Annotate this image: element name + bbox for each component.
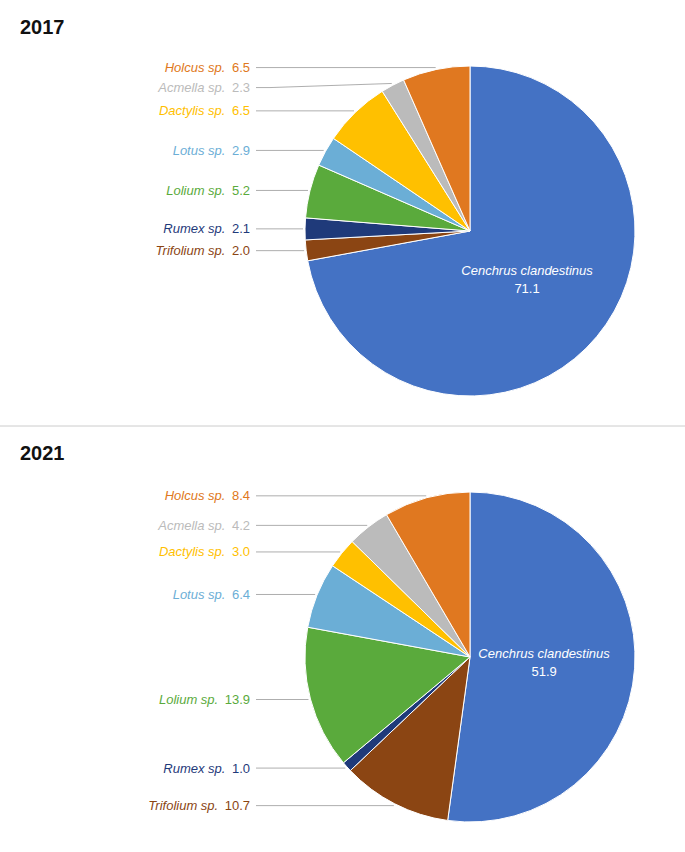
slice-label: Dactylis sp. (159, 544, 225, 559)
slice-label: Lotus sp. (173, 143, 226, 158)
slice-label-group: Lolium sp. 5.2 (166, 183, 250, 198)
data-label: 6.5 (232, 60, 250, 75)
slice-label: Cenchrus clandestinus (478, 646, 610, 661)
data-label: 3.0 (232, 544, 250, 559)
leader-line (256, 768, 345, 769)
data-label: 2.1 (232, 221, 250, 236)
data-label: 6.5 (232, 103, 250, 118)
leader-line (256, 228, 303, 229)
slice-label-group: Holcus sp. 6.5 (165, 60, 250, 75)
slice-label-group: Trifolium sp. 2.0 (156, 243, 250, 258)
slice-label: Rumex sp. (163, 221, 225, 236)
slice-label-group: Dactylis sp. 3.0 (159, 544, 250, 559)
leader-line (256, 594, 315, 595)
pie (305, 492, 635, 822)
labels: Cenchrus clandestinus 71.1 Holcus sp. 6.5 Ac… (156, 60, 594, 295)
slice-label: Cenchrus clandestinus (461, 263, 593, 278)
slice-label-group: Lolium sp. 13.9 (159, 692, 250, 707)
divider (0, 426, 685, 427)
title: 2021 (20, 442, 65, 464)
figure: 2017 Cenchrus clandestinus 71.1 Holcus sp. 6… (0, 0, 685, 852)
leader-line (256, 83, 392, 87)
slice-label: Lolium sp. (166, 183, 225, 198)
slice-label: Acmella sp. (157, 80, 225, 95)
slice-label-group: Trifolium sp. 10.7 (148, 798, 250, 813)
leader-line (256, 250, 304, 251)
slice-label: Rumex sp. (163, 761, 225, 776)
chart-panel: 2021 Cenchrus clandestinus 51.9 Holcus sp. 8… (0, 426, 685, 822)
data-label: 5.2 (232, 183, 250, 198)
slice-label-group: Dactylis sp. 6.5 (159, 103, 250, 118)
pie (305, 66, 635, 396)
leader-line (256, 525, 367, 526)
pie-slice (404, 66, 470, 231)
leader-line (256, 190, 308, 191)
data-label: 2.3 (232, 80, 250, 95)
data-label: 1.0 (232, 761, 250, 776)
leader-line (256, 699, 308, 700)
slice-label: Lolium sp. (159, 692, 218, 707)
title: 2017 (20, 16, 65, 38)
leader-line (256, 551, 340, 552)
pie-slice (387, 492, 470, 657)
slice-label-group: Lotus sp. 2.9 (173, 143, 250, 158)
leader-line (256, 805, 394, 806)
slice-label: Trifolium sp. (148, 798, 218, 813)
data-label: 4.2 (232, 518, 250, 533)
pie-slice (448, 492, 635, 822)
data-label: 51.9 (531, 664, 556, 679)
leader-line (256, 495, 426, 496)
chart-panel: 2017 Cenchrus clandestinus 71.1 Holcus sp. 6… (20, 16, 635, 396)
slice-label: Acmella sp. (157, 518, 225, 533)
data-label: 2.0 (232, 243, 250, 258)
data-label: 6.4 (232, 587, 250, 602)
leader-line (256, 150, 324, 151)
slice-label: Holcus sp. (165, 60, 226, 75)
slice-label-group: Rumex sp. 1.0 (163, 761, 250, 776)
data-label: 10.7 (225, 798, 250, 813)
slice-label-group: Acmella sp. 4.2 (157, 518, 250, 533)
slice-label-group: Rumex sp. 2.1 (163, 221, 250, 236)
slice-label: Dactylis sp. (159, 103, 225, 118)
slice-label: Trifolium sp. (156, 243, 226, 258)
data-label: 13.9 (225, 692, 250, 707)
labels: Cenchrus clandestinus 51.9 Holcus sp. 8.4 Ac… (148, 488, 610, 813)
data-label: 71.1 (514, 281, 539, 296)
leader-line (256, 67, 436, 68)
slice-label-group: Lotus sp. 6.4 (173, 587, 250, 602)
leader-line (256, 110, 354, 111)
slice-label-group: Holcus sp. 8.4 (165, 488, 250, 503)
data-label: 8.4 (232, 488, 250, 503)
slice-label: Lotus sp. (173, 587, 226, 602)
data-label: 2.9 (232, 143, 250, 158)
slice-label-group: Acmella sp. 2.3 (157, 80, 250, 95)
slice-label: Holcus sp. (165, 488, 226, 503)
